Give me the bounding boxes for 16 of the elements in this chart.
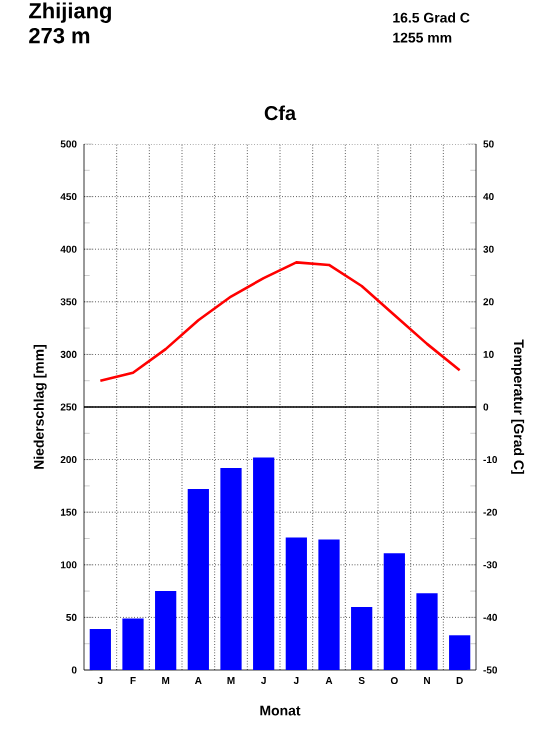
bar [155, 591, 177, 670]
bar [416, 593, 438, 670]
chart-title: Cfa [264, 105, 297, 121]
bar [89, 628, 111, 670]
bar [220, 468, 242, 670]
bar [187, 489, 209, 670]
bar [383, 553, 405, 670]
bar [318, 539, 340, 670]
bar [253, 457, 275, 670]
chart-subtitle: Zhijiang [29, 2, 111, 23]
bar [449, 635, 471, 670]
bar [351, 606, 373, 670]
bar [122, 618, 144, 670]
line-series [99, 261, 461, 382]
text: 273 m [29, 27, 90, 44]
bar [285, 537, 307, 670]
